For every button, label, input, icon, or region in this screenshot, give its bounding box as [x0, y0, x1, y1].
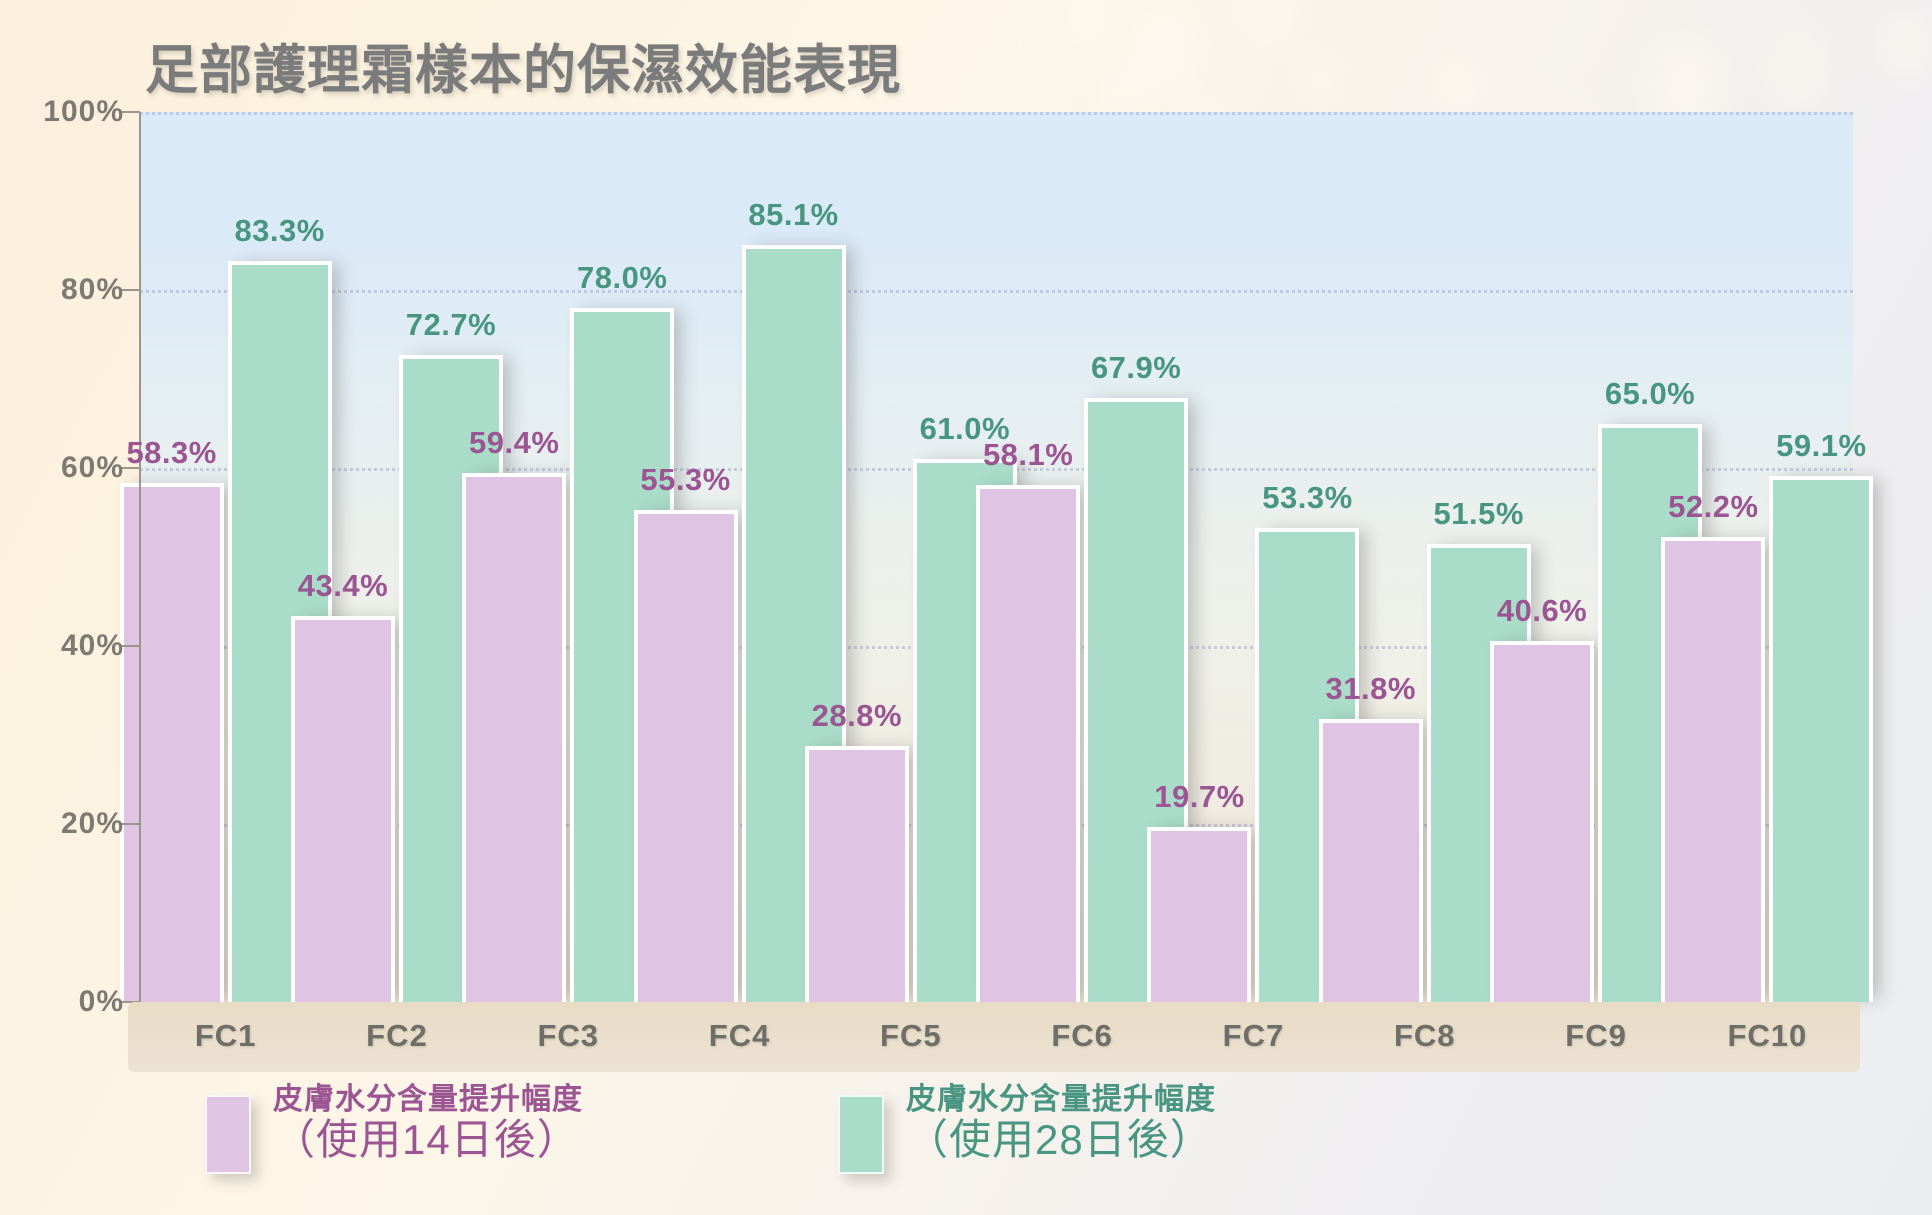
- y-axis-spine: [139, 112, 141, 1004]
- bar-value-label: 43.4%: [297, 567, 389, 603]
- category-label-fc4: FC4: [708, 1018, 771, 1053]
- bar-fc6-s14[interactable]: [976, 484, 1081, 1002]
- page-title: 足部護理霜樣本的保濕效能表現: [145, 41, 901, 100]
- bar-fc7-s14[interactable]: [1147, 826, 1252, 1002]
- grid-line: [140, 290, 1853, 293]
- bar-value-label: 52.2%: [1668, 489, 1759, 525]
- y-tick-label: 80%: [60, 273, 124, 306]
- legend-swatch-s28: [838, 1095, 884, 1174]
- category-label-fc3: FC3: [537, 1018, 600, 1053]
- y-tick-mark: [119, 111, 140, 113]
- category-axis-band: [128, 1002, 1860, 1072]
- bar-fc8-s14[interactable]: [1318, 718, 1423, 1002]
- legend-label-primary: 皮膚水分含量提升幅度: [273, 1083, 583, 1116]
- bar-value-label: 58.3%: [126, 435, 217, 471]
- legend-text: 皮膚水分含量提升幅度 （使用28日後）: [906, 1085, 1216, 1161]
- y-tick-label: 60%: [60, 451, 124, 484]
- category-label-fc1: FC1: [194, 1018, 257, 1053]
- bar-value-label: 59.1%: [1776, 428, 1867, 463]
- category-label-fc7: FC7: [1222, 1018, 1285, 1053]
- bar-value-label: 19.7%: [1154, 778, 1245, 814]
- grid-line: [140, 112, 1853, 115]
- bar-value-label: 28.8%: [811, 697, 903, 733]
- legend-label-primary: 皮膚水分含量提升幅度: [906, 1083, 1216, 1116]
- y-tick-mark: [119, 823, 140, 825]
- bar-value-label: 51.5%: [1433, 495, 1524, 531]
- bar-value-label: 85.1%: [748, 196, 839, 232]
- legend-swatch-s14: [205, 1095, 251, 1174]
- bar-value-label: 65.0%: [1604, 375, 1696, 411]
- bar-fc4-s14[interactable]: [633, 509, 738, 1002]
- plot-area: [119, 112, 1874, 1002]
- y-tick-mark: [119, 289, 140, 291]
- bar-value-label: 59.4%: [469, 425, 560, 461]
- bar-fc1-s14[interactable]: [119, 483, 224, 1002]
- bar-fc9-s14[interactable]: [1490, 640, 1595, 1002]
- y-tick-mark: [119, 1001, 140, 1003]
- legend-label-secondary: （使用28日後）: [906, 1116, 1213, 1163]
- bar-fc10-s14[interactable]: [1661, 537, 1766, 1002]
- bar-value-label: 72.7%: [405, 306, 497, 342]
- legend: 皮膚水分含量提升幅度 （使用14日後） 皮膚水分含量提升幅度 （使用28日後）: [205, 1085, 1216, 1174]
- bar-value-label: 61.0%: [919, 411, 1011, 447]
- legend-label-secondary: （使用14日後）: [273, 1116, 580, 1163]
- bar-value-label: 31.8%: [1325, 670, 1416, 706]
- legend-item-s14[interactable]: 皮膚水分含量提升幅度 （使用14日後）: [205, 1085, 583, 1174]
- category-label-fc9: FC9: [1565, 1018, 1627, 1053]
- bar-value-label: 78.0%: [577, 259, 668, 295]
- bar-fc2-s14[interactable]: [290, 615, 395, 1002]
- bar-value-label: 67.9%: [1090, 349, 1182, 385]
- category-label-fc2: FC2: [366, 1018, 428, 1053]
- bar-value-label: 58.1%: [982, 436, 1074, 472]
- y-tick-label: 0%: [78, 985, 124, 1018]
- bar-fc3-s14[interactable]: [462, 473, 567, 1002]
- category-label-fc8: FC8: [1393, 1018, 1456, 1053]
- bar-value-label: 53.3%: [1262, 479, 1353, 515]
- y-tick-mark: [119, 645, 140, 647]
- y-tick-label: 100%: [43, 95, 124, 128]
- legend-item-s28[interactable]: 皮膚水分含量提升幅度 （使用28日後）: [838, 1085, 1216, 1174]
- bar-value-label: 55.3%: [640, 461, 731, 497]
- category-label-fc6: FC6: [1051, 1018, 1113, 1053]
- bar-value-label: 40.6%: [1496, 592, 1588, 628]
- bar-value-label: 83.3%: [234, 212, 325, 248]
- legend-text: 皮膚水分含量提升幅度 （使用14日後）: [273, 1085, 583, 1161]
- bar-fc10-s28[interactable]: [1769, 476, 1874, 1002]
- bar-fc5-s14[interactable]: [804, 745, 909, 1002]
- category-label-fc5: FC5: [880, 1018, 942, 1053]
- y-tick-mark: [119, 467, 140, 469]
- y-tick-label: 40%: [60, 629, 124, 662]
- y-tick-label: 20%: [60, 807, 124, 840]
- category-label-fc10: FC10: [1727, 1018, 1808, 1053]
